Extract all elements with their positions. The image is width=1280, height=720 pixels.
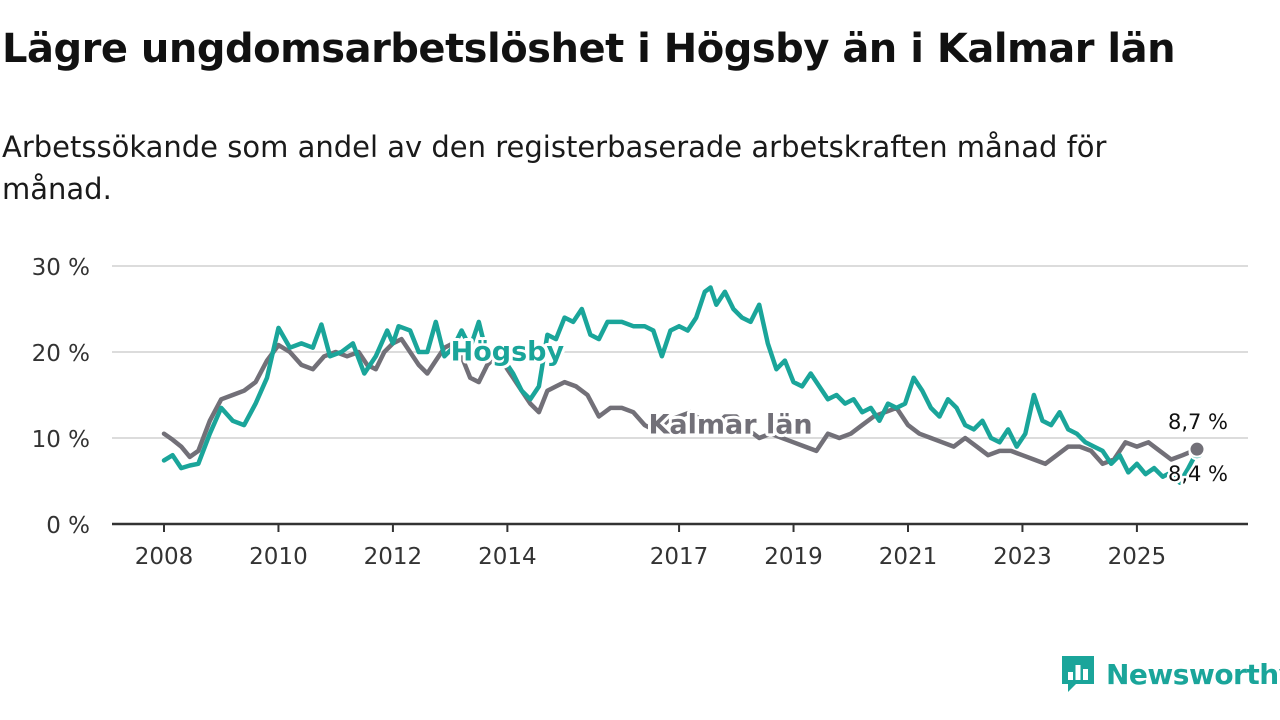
y-tick-label: 20 % (32, 341, 90, 367)
labels: Högsby Kalmar län 8,7 % 8,4 % (448, 334, 1231, 489)
y-tick-label: 30 % (32, 255, 90, 281)
gridlines (112, 265, 1248, 439)
x-tick-label: 2010 (249, 544, 308, 570)
chart-title: Lägre ungdomsarbetslöshet i Högsby än i … (2, 26, 1176, 72)
chart-subtitle: Arbetssökande som andel av den registerb… (2, 130, 1107, 206)
line-chart: 0 % 10 % 20 % 30 % 2008 2010 2012 2014 2017 2019 2… (32, 255, 1248, 570)
series-line-h-gsby (161, 285, 1200, 485)
x-tick-label: 2012 (364, 544, 423, 570)
newsworthy-logo: Newsworthy (1060, 654, 1280, 694)
y-tick-label: 10 % (32, 427, 90, 453)
end-value-label: 8,7 % (1168, 410, 1228, 434)
x-tick-label: 2025 (1108, 544, 1167, 570)
series-label-h-gsby: Högsby (451, 337, 565, 368)
x-tick-label: 2014 (478, 544, 537, 570)
bar-chart-icon (1062, 656, 1094, 692)
y-tick-label: 0 % (46, 513, 90, 539)
axes: 0 % 10 % 20 % 30 % 2008 2010 2012 2014 2017 2019 2… (32, 255, 1248, 570)
series-line-kalmar-l-n (161, 336, 1200, 467)
series (161, 285, 1206, 485)
x-tick-label: 2021 (879, 544, 938, 570)
x-tick-label: 2023 (993, 544, 1052, 570)
end-value-label: 8,4 % (1168, 462, 1228, 486)
end-point-kalmar-l-n (1188, 440, 1206, 458)
x-tick-label: 2008 (135, 544, 194, 570)
x-tick-label: 2017 (650, 544, 709, 570)
series-label-kalmar-l-n: Kalmar län (648, 410, 812, 441)
x-tick-label: 2019 (764, 544, 823, 570)
brand-name: Newsworthy (1106, 657, 1280, 691)
